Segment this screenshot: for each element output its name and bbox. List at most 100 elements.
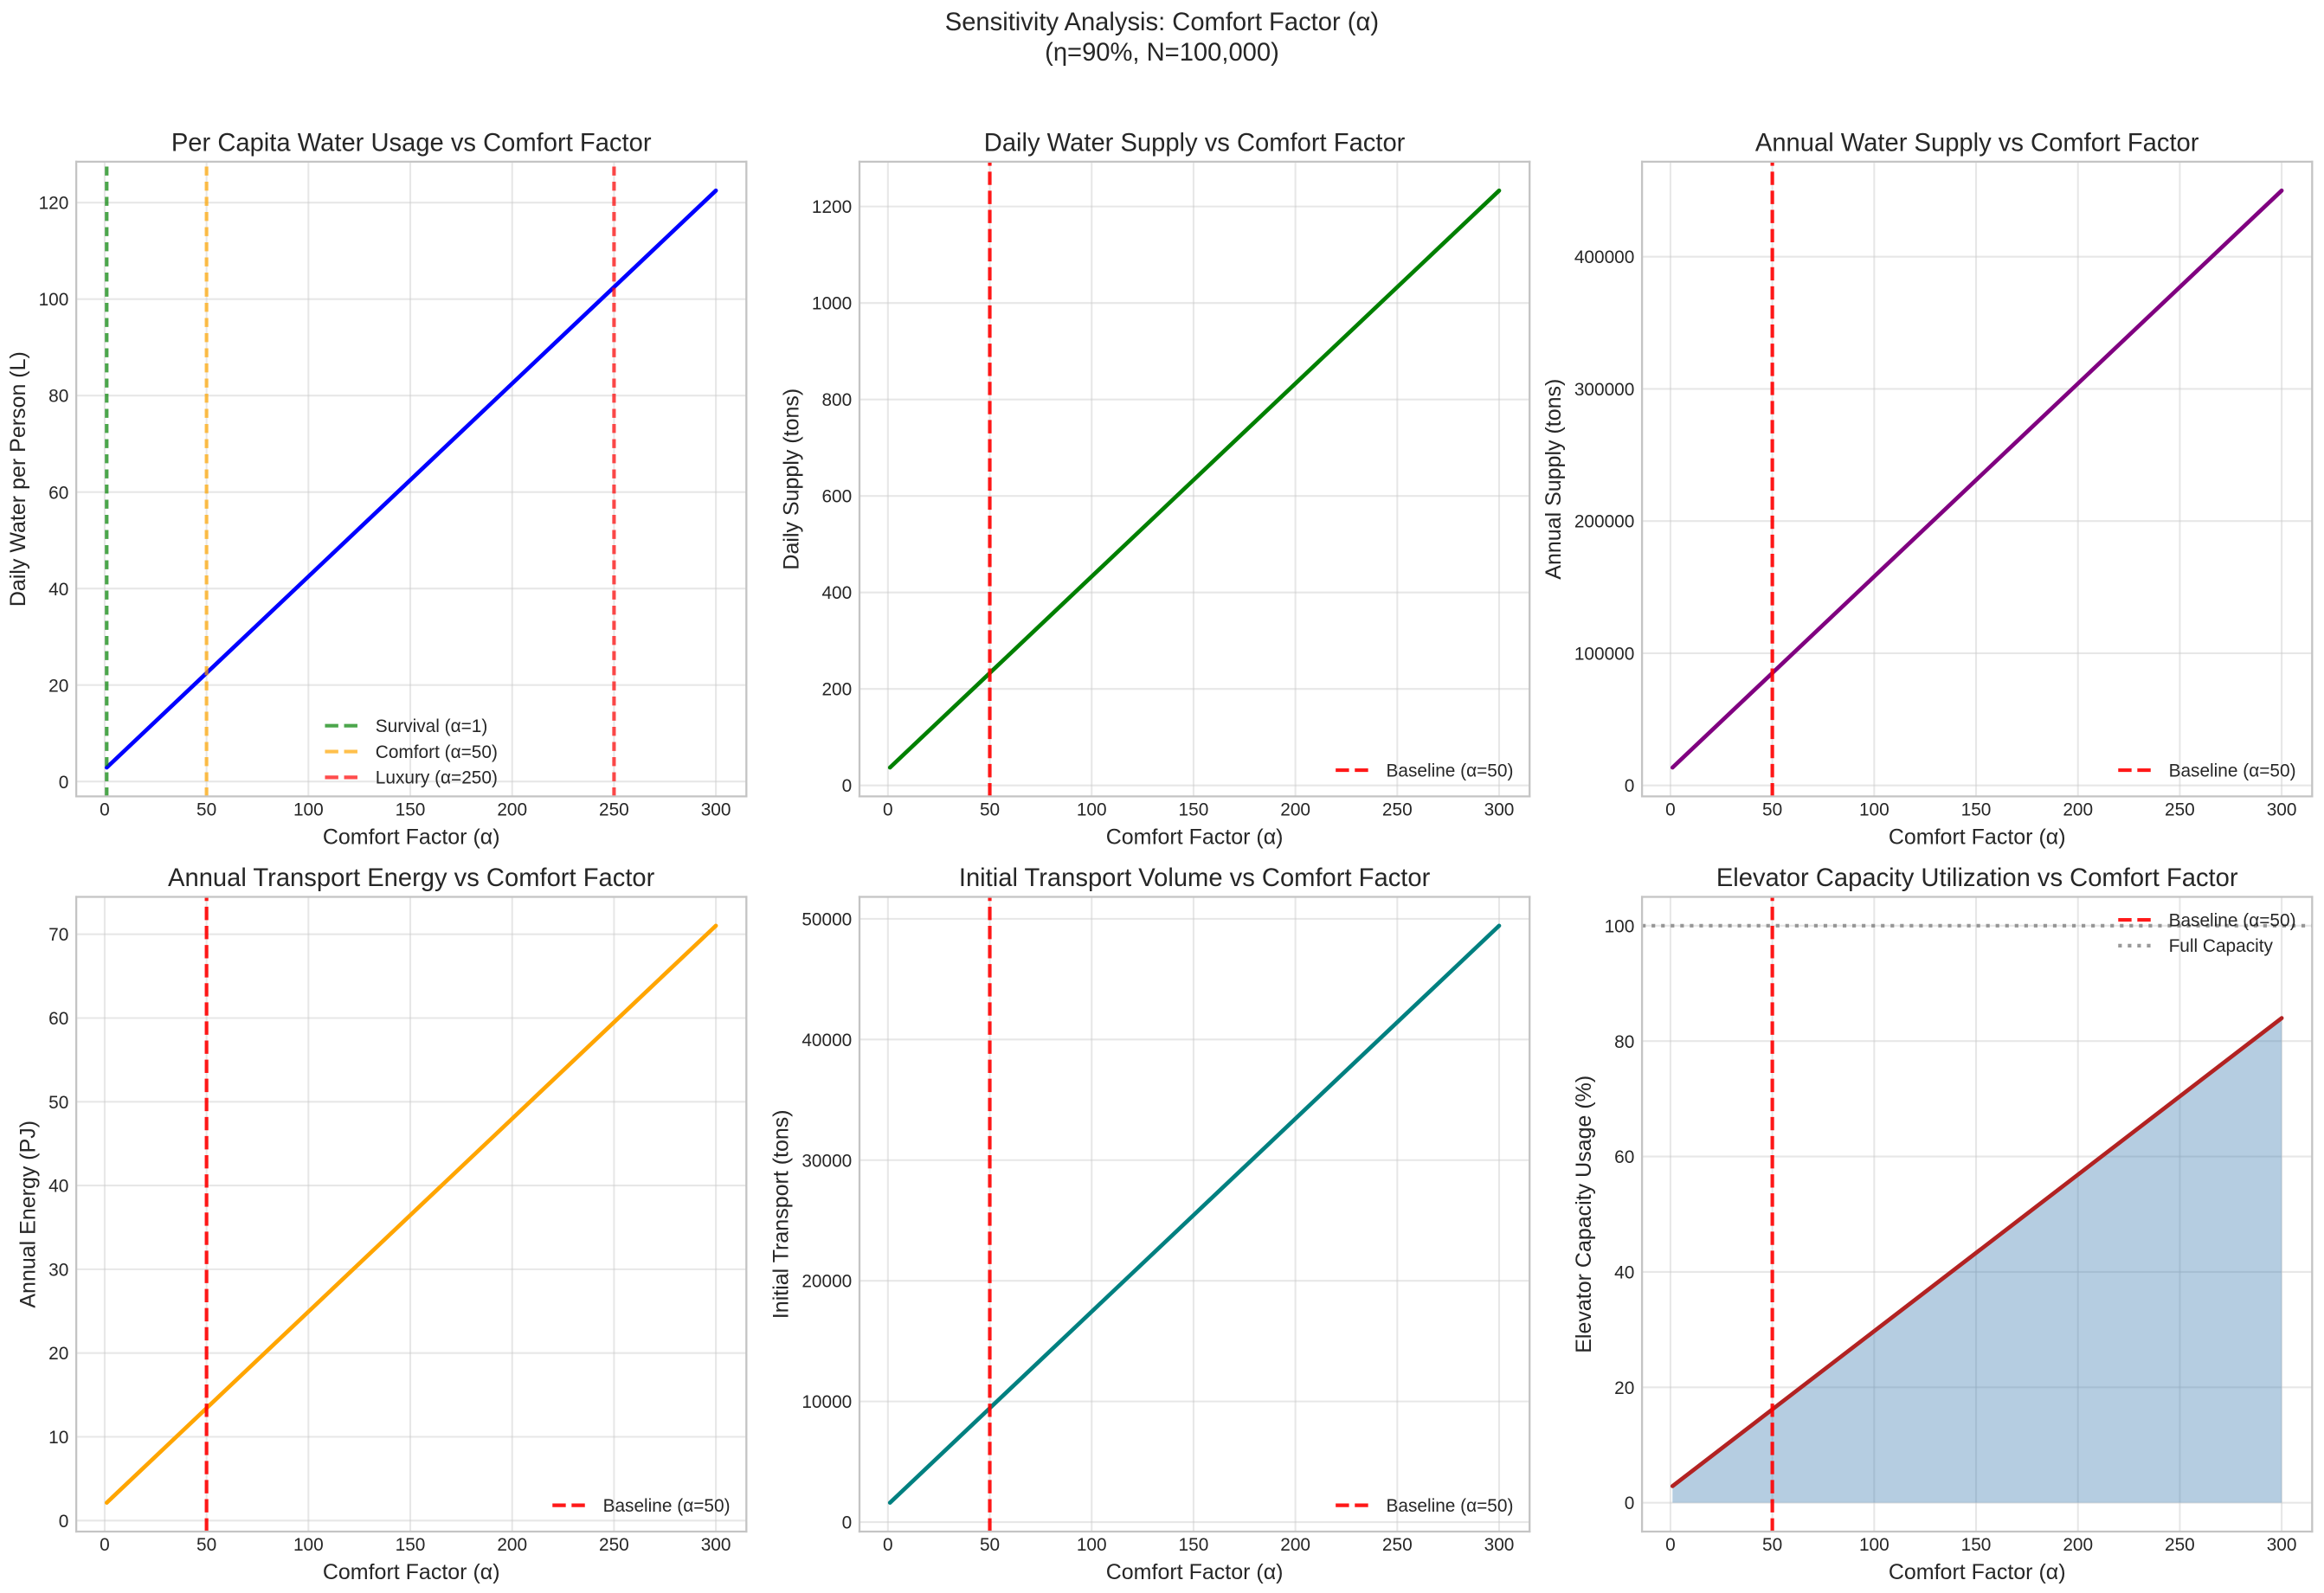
svg-text:60: 60 — [48, 483, 68, 503]
svg-text:0: 0 — [1665, 1535, 1676, 1555]
svg-text:600: 600 — [821, 487, 852, 507]
svg-text:250: 250 — [2165, 800, 2195, 820]
svg-text:250: 250 — [599, 1535, 629, 1555]
svg-text:Baseline (α=50): Baseline (α=50) — [1386, 761, 1513, 780]
svg-text:200000: 200000 — [1574, 512, 1635, 532]
svg-text:100: 100 — [39, 290, 69, 310]
svg-text:300: 300 — [701, 800, 731, 820]
svg-text:0: 0 — [1625, 776, 1635, 796]
svg-text:Baseline (α=50): Baseline (α=50) — [2169, 910, 2296, 930]
svg-text:0: 0 — [59, 773, 69, 793]
svg-text:300: 300 — [1484, 1535, 1515, 1555]
svg-text:100: 100 — [1605, 916, 1635, 936]
svg-text:800: 800 — [821, 390, 852, 410]
svg-text:100000: 100000 — [1574, 644, 1635, 664]
svg-text:20: 20 — [48, 1344, 68, 1364]
svg-text:Daily Supply (tons): Daily Supply (tons) — [779, 389, 803, 570]
svg-text:150: 150 — [1961, 1535, 1992, 1555]
svg-text:40: 40 — [1614, 1262, 1634, 1282]
svg-text:100: 100 — [293, 1535, 324, 1555]
svg-text:100: 100 — [293, 800, 324, 820]
svg-text:50: 50 — [980, 1535, 1000, 1555]
svg-text:250: 250 — [2165, 1535, 2195, 1555]
svg-text:Annual Water Supply vs Comfort: Annual Water Supply vs Comfort Factor — [1755, 129, 2199, 157]
svg-text:30000: 30000 — [801, 1151, 852, 1171]
svg-text:150: 150 — [396, 1535, 426, 1555]
svg-text:200: 200 — [497, 1535, 527, 1555]
svg-text:150: 150 — [1961, 800, 1992, 820]
svg-text:30: 30 — [48, 1260, 68, 1280]
svg-text:Comfort Factor (α): Comfort Factor (α) — [1106, 1560, 1284, 1584]
svg-text:50: 50 — [196, 800, 216, 820]
svg-text:(η=90%, N=100,000): (η=90%, N=100,000) — [1045, 39, 1279, 67]
svg-text:Per Capita Water Usage vs Comf: Per Capita Water Usage vs Comfort Factor — [171, 129, 652, 157]
svg-text:200: 200 — [497, 800, 527, 820]
svg-text:1000: 1000 — [812, 294, 852, 314]
svg-text:40: 40 — [48, 580, 68, 600]
svg-text:60: 60 — [48, 1009, 68, 1029]
svg-text:0: 0 — [1625, 1493, 1635, 1513]
svg-text:150: 150 — [1179, 1535, 1209, 1555]
svg-text:Baseline (α=50): Baseline (α=50) — [1386, 1496, 1513, 1516]
svg-text:300: 300 — [1484, 800, 1515, 820]
svg-text:Full Capacity: Full Capacity — [2169, 936, 2274, 956]
svg-text:50: 50 — [48, 1093, 68, 1113]
svg-text:200: 200 — [2063, 800, 2093, 820]
svg-text:Initial Transport (tons): Initial Transport (tons) — [769, 1109, 794, 1319]
svg-text:120: 120 — [39, 194, 69, 214]
svg-text:50: 50 — [980, 800, 1000, 820]
svg-text:20: 20 — [48, 676, 68, 696]
svg-text:10000: 10000 — [801, 1392, 852, 1412]
svg-text:150: 150 — [1179, 800, 1209, 820]
svg-text:0: 0 — [883, 1535, 893, 1555]
svg-text:200: 200 — [1280, 800, 1310, 820]
svg-text:400: 400 — [821, 583, 852, 603]
svg-text:Comfort Factor (α): Comfort Factor (α) — [1889, 825, 2066, 849]
svg-text:0: 0 — [842, 776, 853, 796]
svg-text:Annual Transport Energy vs Com: Annual Transport Energy vs Comfort Facto… — [168, 864, 655, 892]
svg-text:50000: 50000 — [801, 909, 852, 929]
svg-text:40000: 40000 — [801, 1031, 852, 1050]
svg-text:1200: 1200 — [812, 197, 852, 217]
svg-text:Comfort Factor (α): Comfort Factor (α) — [1106, 825, 1284, 849]
svg-text:200: 200 — [2063, 1535, 2093, 1555]
svg-text:Daily Water per Person (L): Daily Water per Person (L) — [6, 351, 30, 607]
svg-text:Elevator Capacity Usage (%): Elevator Capacity Usage (%) — [1572, 1076, 1596, 1353]
svg-text:20000: 20000 — [801, 1272, 852, 1292]
svg-text:Comfort Factor (α): Comfort Factor (α) — [323, 1560, 500, 1584]
svg-text:Comfort Factor (α): Comfort Factor (α) — [1889, 1560, 2066, 1584]
svg-text:0: 0 — [59, 1512, 69, 1532]
svg-text:50: 50 — [196, 1535, 216, 1555]
svg-text:300: 300 — [2267, 800, 2297, 820]
svg-text:250: 250 — [1382, 800, 1413, 820]
svg-text:Luxury (α=250): Luxury (α=250) — [376, 768, 498, 788]
svg-text:200: 200 — [821, 680, 852, 700]
svg-text:10: 10 — [48, 1428, 68, 1448]
svg-text:70: 70 — [48, 925, 68, 945]
svg-text:250: 250 — [599, 800, 629, 820]
svg-text:100: 100 — [1077, 1535, 1107, 1555]
svg-text:300000: 300000 — [1574, 380, 1635, 400]
svg-text:0: 0 — [100, 1535, 110, 1555]
svg-text:150: 150 — [396, 800, 426, 820]
svg-text:50: 50 — [1762, 1535, 1782, 1555]
svg-text:250: 250 — [1382, 1535, 1413, 1555]
svg-text:20: 20 — [1614, 1378, 1634, 1398]
svg-text:300: 300 — [701, 1535, 731, 1555]
svg-text:50: 50 — [1762, 800, 1782, 820]
svg-text:0: 0 — [842, 1513, 853, 1533]
svg-text:0: 0 — [100, 800, 110, 820]
svg-text:100: 100 — [1859, 800, 1889, 820]
svg-text:Initial Transport Volume vs Co: Initial Transport Volume vs Comfort Fact… — [959, 864, 1431, 892]
svg-text:40: 40 — [48, 1177, 68, 1197]
svg-text:400000: 400000 — [1574, 247, 1635, 267]
svg-text:Baseline (α=50): Baseline (α=50) — [2169, 761, 2296, 780]
svg-text:100: 100 — [1859, 1535, 1889, 1555]
svg-text:0: 0 — [1665, 800, 1676, 820]
svg-text:80: 80 — [1614, 1032, 1634, 1052]
svg-text:Comfort (α=50): Comfort (α=50) — [376, 742, 498, 762]
svg-text:80: 80 — [48, 387, 68, 407]
svg-text:Daily Water Supply vs Comfort: Daily Water Supply vs Comfort Factor — [984, 129, 1406, 157]
svg-text:Annual Energy (PJ): Annual Energy (PJ) — [16, 1121, 41, 1308]
svg-text:60: 60 — [1614, 1147, 1634, 1167]
